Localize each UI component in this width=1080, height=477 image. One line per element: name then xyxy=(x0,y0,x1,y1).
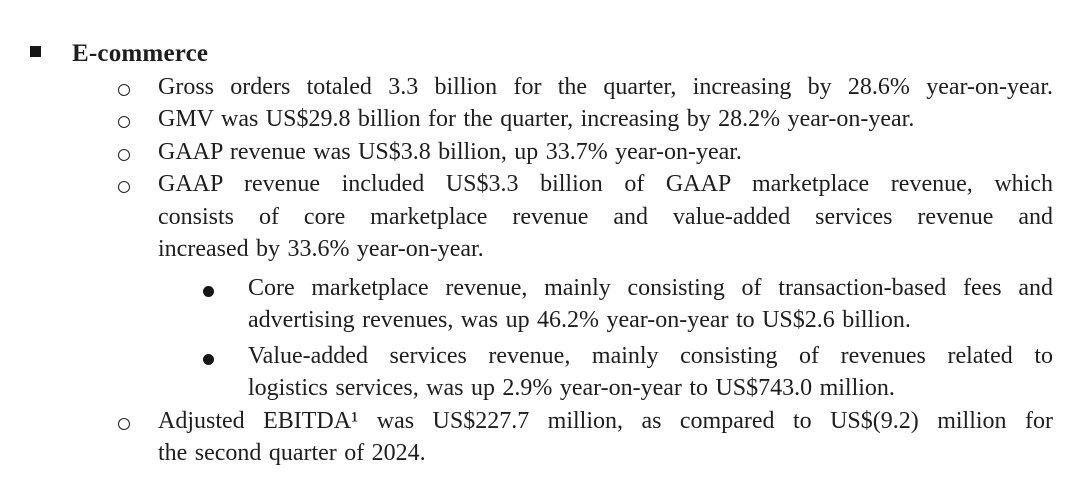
list-item-line: Value-added services revenue, mainly con… xyxy=(248,342,1053,369)
list-item-gross-orders: Gross orders totaled 3.3 billion for the… xyxy=(118,71,1053,104)
section-heading: E-commerce xyxy=(30,38,1053,71)
sub-item-value-added: Value-added services revenue, mainly con… xyxy=(203,340,1053,405)
sub-item-core-marketplace: Core marketplace revenue, mainly consist… xyxy=(203,272,1053,337)
dot-bullet-icon xyxy=(203,353,214,365)
circle-bullet-icon xyxy=(118,83,130,96)
list-item-line: Adjusted EBITDA¹ was US$227.7 million, a… xyxy=(158,407,1053,434)
list-item-line: GAAP revenue was US$3.8 billion, up 33.7… xyxy=(158,138,742,165)
list-item-line: Gross orders totaled 3.3 billion for the… xyxy=(158,73,1053,100)
list-item-line: the second quarter of 2024. xyxy=(158,440,426,466)
dot-bullet-icon xyxy=(203,285,214,297)
list-item-line: logistics services, was up 2.9% year-on-… xyxy=(248,375,895,401)
circle-bullet-icon xyxy=(118,148,130,161)
list-item-line: advertising revenues, was up 46.2% year-… xyxy=(248,307,911,333)
list-item-line: increased by 33.6% year-on-year. xyxy=(158,236,484,262)
section-heading-label: E-commerce xyxy=(72,40,209,67)
square-bullet-icon xyxy=(30,46,41,57)
circle-bullet-icon xyxy=(118,417,130,430)
list-item-gaap-revenue: GAAP revenue was US$3.8 billion, up 33.7… xyxy=(118,136,1053,169)
list-item-line: GAAP revenue included US$3.3 billion of … xyxy=(158,171,1053,197)
list-item-gmv: GMV was US$29.8 billion for the quarter,… xyxy=(118,103,1053,136)
list-item-line: consists of core marketplace revenue and… xyxy=(158,203,1053,230)
document-page: E-commerce Gross orders totaled 3.3 bill… xyxy=(30,38,1053,470)
circle-bullet-icon xyxy=(118,116,130,128)
circle-bullet-icon xyxy=(118,181,130,193)
list-item-adjusted-ebitda: Adjusted EBITDA¹ was US$227.7 million, a… xyxy=(118,405,1053,470)
list-item-line: GMV was US$29.8 billion for the quarter,… xyxy=(158,106,915,132)
list-item-marketplace-revenue: GAAP revenue included US$3.3 billion of … xyxy=(118,168,1053,266)
list-item-line: Core marketplace revenue, mainly consist… xyxy=(248,274,1053,301)
